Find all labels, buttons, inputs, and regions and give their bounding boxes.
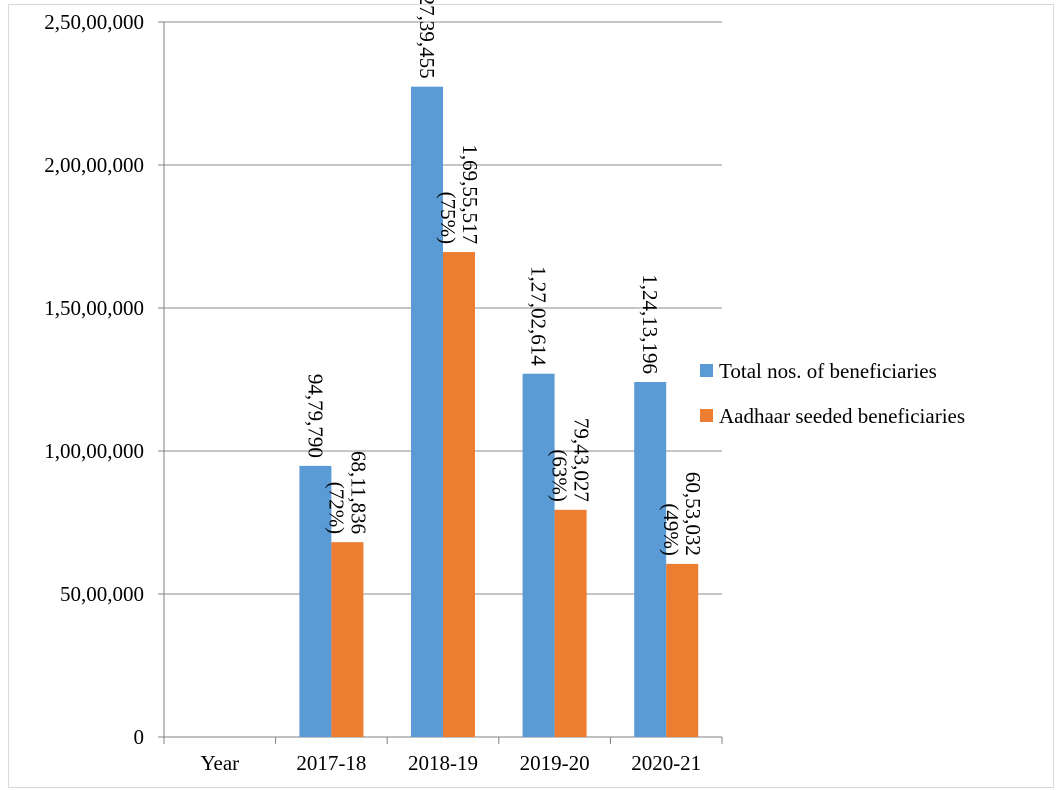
data-label: (72%): [324, 482, 348, 534]
data-label: (63%): [548, 449, 572, 501]
x-tick-label: 2018-19: [408, 751, 478, 775]
data-label-group: 94,79,790: [303, 374, 327, 458]
data-label: 60,53,032: [681, 472, 705, 556]
y-tick-label: 2,00,00,000: [44, 153, 144, 177]
data-label: 1,27,02,614: [527, 266, 551, 366]
bars: [299, 86, 699, 738]
bar-total: [411, 86, 443, 737]
data-label: 79,43,027: [570, 418, 594, 502]
data-label-group: 1,27,02,614: [527, 266, 551, 366]
data-label: 68,11,836: [346, 451, 370, 534]
x-tick-label: 2019-20: [520, 751, 590, 775]
data-label-group: 60,53,032(49%): [659, 472, 705, 556]
x-tick-label: 2020-21: [631, 751, 701, 775]
bar-total: [634, 381, 667, 737]
data-label: 2,27,39,455: [415, 0, 439, 79]
data-label: 1,69,55,517: [458, 144, 482, 244]
bar-aadhaar: [443, 252, 475, 738]
legend-label: Aadhaar seeded beneficiaries: [719, 404, 965, 428]
data-label-group: 79,43,027(63%): [548, 418, 594, 502]
data-label: 1,24,13,196: [638, 274, 662, 374]
data-label: 94,79,790: [303, 374, 327, 458]
y-tick-label: 50,00,000: [60, 582, 144, 606]
x-tick-label: Year: [200, 751, 239, 775]
legend-swatch: [700, 364, 713, 377]
y-tick-label: 1,00,00,000: [44, 439, 144, 463]
data-label-group: 2,27,39,455: [415, 0, 439, 79]
legend-swatch: [700, 409, 713, 422]
y-tick-label: 1,50,00,000: [44, 296, 144, 320]
bar-aadhaar: [554, 509, 587, 737]
data-label: (75%): [436, 192, 460, 244]
bar-aadhaar: [666, 563, 699, 737]
y-tick-label: 2,50,00,000: [44, 10, 144, 34]
data-label: (49%): [659, 503, 683, 555]
bar-total: [299, 465, 332, 737]
data-label-group: 1,69,55,517(75%): [436, 144, 482, 244]
data-label-group: 1,24,13,196: [638, 274, 662, 374]
y-tick-label: 0: [134, 725, 145, 749]
bar-total: [522, 373, 555, 737]
data-label-group: 68,11,836(72%): [324, 451, 370, 534]
y-axis-ticks: 0 50,00,000 1,00,00,000 1,50,00,000 2,00,00,…: [44, 10, 164, 749]
legend: Total nos. of beneficiaries Aadhaar seede…: [700, 359, 965, 428]
x-tick-label: 2017-18: [296, 751, 366, 775]
bar-aadhaar: [331, 542, 364, 737]
x-axis-labels: Year 2017-18 2018-19 2019-20 2020-21: [200, 751, 701, 775]
data-labels: 94,79,790 2,27,39,455 1,27,02,614 1,24,13,1…: [303, 0, 705, 556]
legend-label: Total nos. of beneficiaries: [719, 359, 937, 383]
